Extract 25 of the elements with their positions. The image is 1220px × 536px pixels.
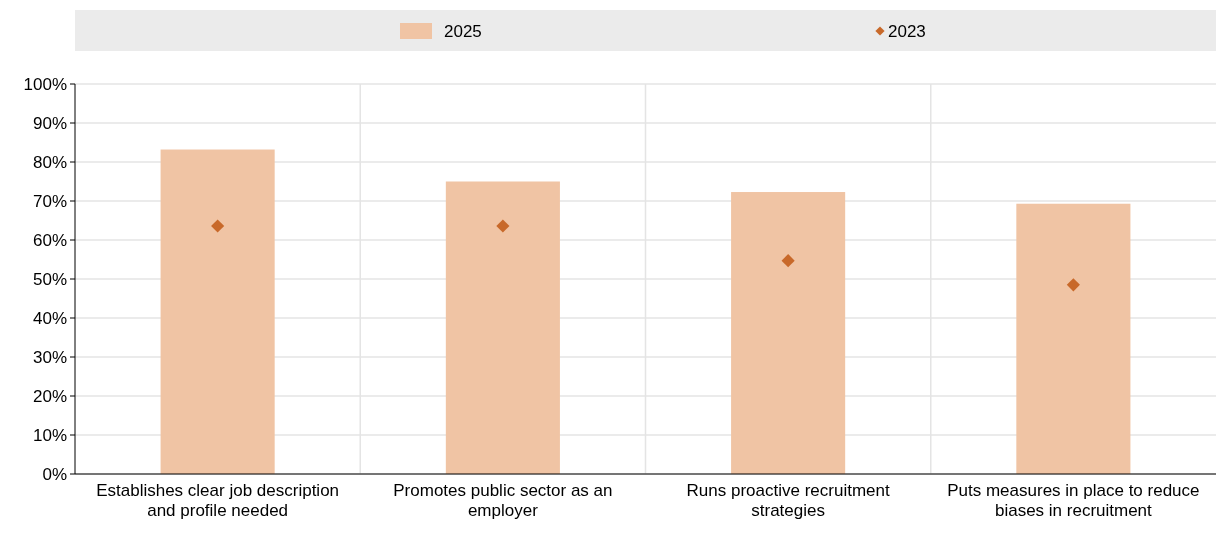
x-tick-label: Puts measures in place to reduce biases in recruitment <box>947 481 1200 520</box>
y-tick-label: 10% <box>32 425 67 445</box>
x-tick-label: Establishes clear job description and profile needed <box>96 481 340 520</box>
bar <box>160 149 275 474</box>
y-tick-label: 50% <box>32 269 67 289</box>
x-tick-label: Runs proactive recruitment strategies <box>686 481 890 520</box>
y-tick-label: 0% <box>42 464 67 484</box>
y-tick-label: 20% <box>32 386 67 406</box>
legend-label: 2025 <box>444 22 482 41</box>
y-tick-label: 70% <box>32 191 67 211</box>
bar <box>445 181 560 474</box>
y-tick-label: 80% <box>32 152 67 172</box>
y-tick-label: 90% <box>32 113 67 133</box>
y-tick-label: 60% <box>32 230 67 250</box>
y-tick-label: 30% <box>32 347 67 367</box>
bar <box>1016 203 1131 474</box>
point <box>781 254 795 268</box>
point <box>496 219 510 233</box>
x-tick-label: Promotes public sector as an employer <box>393 481 613 520</box>
bar <box>731 192 846 474</box>
point <box>211 219 225 233</box>
point <box>1066 278 1080 292</box>
y-tick-label: 100% <box>23 74 67 94</box>
y-tick-label: 40% <box>32 308 67 328</box>
legend-label: 2023 <box>888 22 926 41</box>
